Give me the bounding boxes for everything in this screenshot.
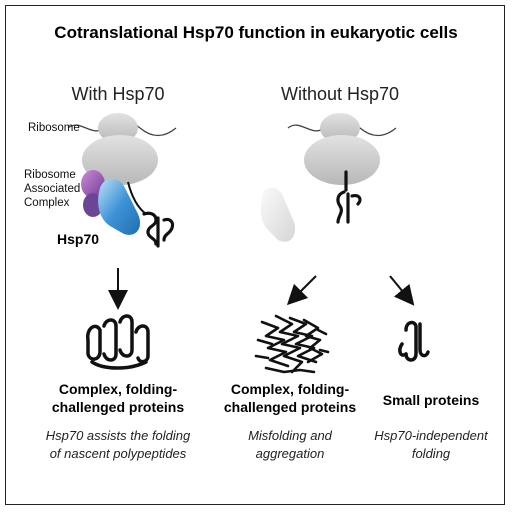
arrow-right-small	[389, 275, 415, 306]
arrow-right-aggregation	[286, 275, 317, 306]
ribosome-small-subunit-left	[98, 113, 138, 143]
left-caption-italic-2: of nascent polypeptides	[50, 446, 187, 461]
middle-caption-bold-1: Complex, folding-	[231, 381, 350, 397]
heading-with-hsp70: With Hsp70	[71, 84, 164, 104]
middle-caption-italic-1: Misfolding and	[248, 428, 333, 443]
small-caption-italic-1: Hsp70-independent	[374, 428, 489, 443]
rac-icon	[81, 170, 105, 198]
figure-frame	[5, 5, 505, 505]
heading-without-hsp70: Without Hsp70	[281, 84, 399, 104]
middle-caption-italic-2: aggregation	[256, 446, 325, 461]
rac-label-line1: Ribosome	[24, 169, 76, 181]
ribosome-small-subunit-right	[320, 113, 360, 143]
rac-label-line3: Complex	[24, 197, 70, 209]
folded-protein-icon	[86, 314, 150, 370]
small-caption-bold: Small proteins	[383, 392, 480, 408]
figure-title: Cotranslational Hsp70 function in eukary…	[54, 23, 457, 42]
ribosome-label: Ribosome	[28, 122, 80, 134]
left-caption-bold-2: challenged proteins	[52, 399, 184, 415]
small-caption-italic-2: folding	[412, 446, 451, 461]
absent-hsp70-icon	[260, 187, 296, 242]
ribosome-large-subunit-left	[82, 135, 158, 185]
small-protein-icon	[398, 320, 430, 362]
nascent-polypeptide-left-icon	[142, 211, 175, 248]
rac-lower-icon	[83, 193, 103, 217]
rac-label-line2: Associated	[24, 183, 80, 195]
ribosome-large-subunit-right	[304, 135, 380, 185]
hsp70-icon	[98, 178, 141, 235]
aggregated-protein-icon	[254, 314, 330, 374]
left-caption-italic-1: Hsp70 assists the folding	[46, 428, 191, 443]
left-caption-bold-1: Complex, folding-	[59, 381, 178, 397]
hsp70-label: Hsp70	[57, 231, 99, 247]
nascent-polypeptide-right-icon	[336, 170, 362, 224]
middle-caption-bold-2: challenged proteins	[224, 399, 356, 415]
